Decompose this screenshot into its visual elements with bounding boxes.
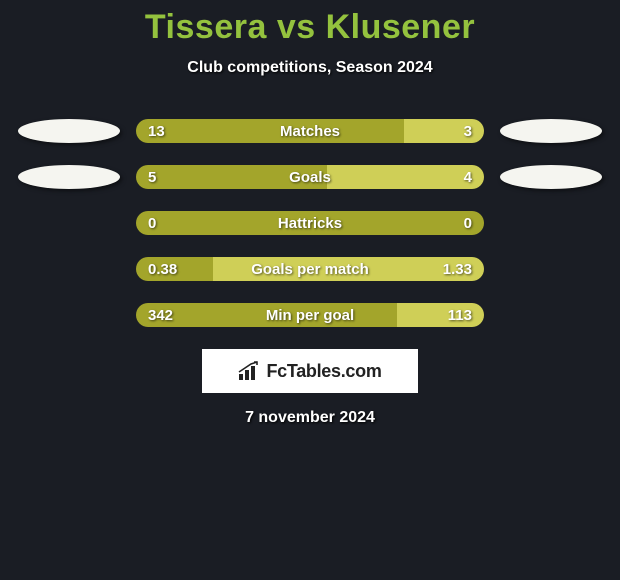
date-label: 7 november 2024	[0, 409, 620, 427]
stat-bar: 13Matches3	[136, 119, 484, 143]
chart-up-icon	[238, 361, 260, 381]
stat-value-right: 4	[464, 165, 472, 189]
stat-label: Hattricks	[136, 211, 484, 235]
stat-row: 5Goals4	[0, 165, 620, 189]
spacer	[18, 211, 120, 235]
player-right-marker	[500, 165, 602, 189]
subtitle: Club competitions, Season 2024	[0, 59, 620, 77]
player-left-marker	[18, 119, 120, 143]
spacer	[18, 303, 120, 327]
stat-row: 342Min per goal113	[0, 303, 620, 327]
stat-label: Goals	[136, 165, 484, 189]
stat-value-right: 113	[448, 303, 472, 327]
stat-row: 0.38Goals per match1.33	[0, 257, 620, 281]
comparison-infographic: Tissera vs Klusener Club competitions, S…	[0, 0, 620, 427]
stat-rows: 13Matches3 5Goals4 0Hattricks0 0.38Goals pe…	[0, 119, 620, 327]
spacer	[500, 303, 602, 327]
player-left-marker	[18, 165, 120, 189]
spacer	[500, 211, 602, 235]
stat-value-right: 3	[464, 119, 472, 143]
player-right-marker	[500, 119, 602, 143]
stat-bar: 342Min per goal113	[136, 303, 484, 327]
branding-badge: FcTables.com	[202, 349, 418, 393]
stat-row: 0Hattricks0	[0, 211, 620, 235]
spacer	[500, 257, 602, 281]
stat-label: Matches	[136, 119, 484, 143]
stat-row: 13Matches3	[0, 119, 620, 143]
stat-bar: 5Goals4	[136, 165, 484, 189]
branding-text: FcTables.com	[266, 361, 381, 382]
stat-bar: 0Hattricks0	[136, 211, 484, 235]
stat-value-right: 1.33	[443, 257, 472, 281]
spacer	[18, 257, 120, 281]
page-title: Tissera vs Klusener	[0, 8, 620, 47]
stat-label: Goals per match	[136, 257, 484, 281]
stat-value-right: 0	[464, 211, 472, 235]
stat-bar: 0.38Goals per match1.33	[136, 257, 484, 281]
stat-label: Min per goal	[136, 303, 484, 327]
